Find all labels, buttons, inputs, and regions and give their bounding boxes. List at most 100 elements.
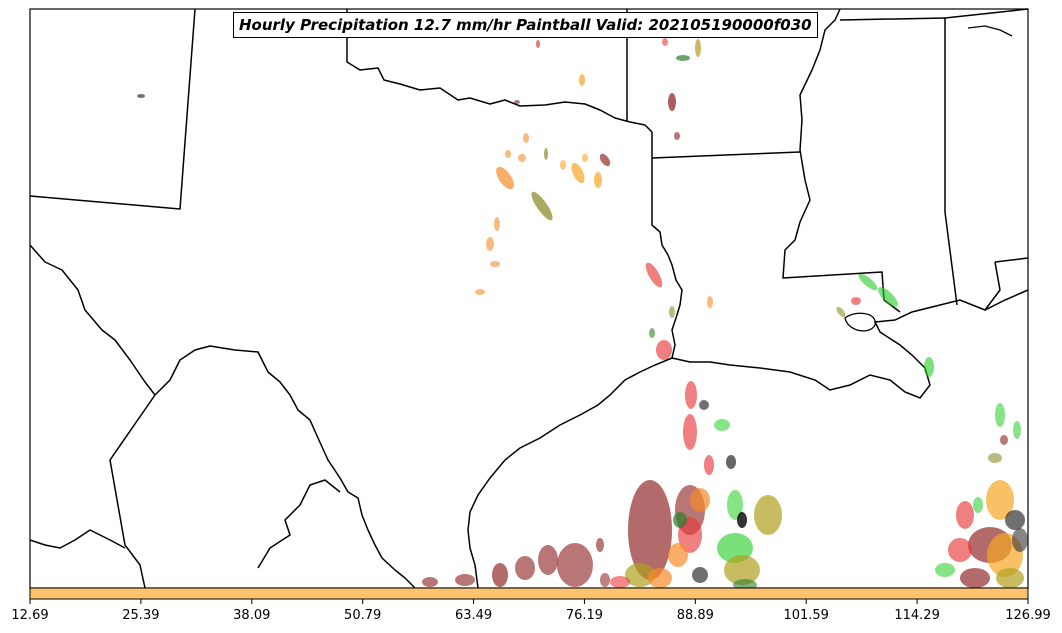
precip-cell (924, 357, 934, 377)
precip-cell (737, 512, 747, 528)
precip-cell (878, 287, 898, 307)
precip-cell (490, 261, 500, 267)
ar-la-border (651, 151, 801, 159)
colorbar-tick-label: 88.89 (676, 608, 714, 623)
precip-cell (1005, 510, 1025, 530)
precip-cell (685, 381, 697, 409)
colorbar (29, 587, 1029, 600)
precip-cell (692, 567, 708, 583)
precip-cell (699, 400, 709, 410)
precip-cell (557, 543, 593, 587)
precip-cell (538, 545, 558, 575)
precip-cell (676, 55, 690, 61)
precip-cell (422, 577, 438, 587)
precip-cell (690, 488, 710, 512)
precip-cell (668, 93, 676, 111)
precip-cell (648, 568, 672, 588)
precip-cell (579, 74, 585, 86)
mx-state-line-3 (257, 479, 341, 569)
precip-cell (727, 490, 743, 520)
precip-cell (496, 166, 514, 190)
colorbar-tick-label: 101.59 (783, 608, 829, 623)
precip-cell (960, 568, 990, 588)
colorbar-tick-label: 63.49 (454, 608, 493, 623)
precip-cell (995, 403, 1005, 427)
precip-cell (986, 480, 1014, 520)
fl-border (994, 257, 1029, 263)
precip-cell (988, 453, 1002, 463)
precip-cell (714, 419, 730, 431)
tn-al-border (944, 8, 1029, 19)
lake-pontchartrain (844, 312, 876, 332)
colorbar-tick-label: 38.09 (233, 608, 271, 623)
precip-cell (724, 555, 760, 585)
precip-cell (571, 162, 585, 184)
river-tn (967, 25, 1013, 37)
precip-cell (649, 328, 655, 338)
colorbar-tick-label: 25.39 (122, 608, 160, 623)
precip-cell (704, 455, 714, 475)
precip-cell (518, 154, 526, 162)
al-fl-border (984, 261, 1001, 311)
precip-cell (656, 340, 672, 360)
precip-cell (600, 573, 610, 587)
precip-cell (973, 497, 983, 513)
precip-cell (599, 153, 611, 167)
map-frame (29, 8, 1029, 589)
precip-cell (645, 262, 663, 288)
precip-cell (669, 306, 675, 318)
colorbar-tick-label: 50.79 (344, 608, 382, 623)
precip-cell (851, 297, 861, 305)
precipitation-blobs (137, 38, 1028, 591)
precip-cell (683, 414, 697, 450)
precip-cell (560, 160, 566, 170)
precip-cell (137, 94, 145, 98)
precip-cell (836, 307, 846, 317)
state-borders (29, 8, 1029, 589)
precip-cell (996, 568, 1024, 588)
sabine-border (651, 132, 683, 359)
precip-cell (707, 296, 713, 308)
precip-cell (610, 576, 630, 588)
precip-cell (594, 172, 602, 188)
precip-cell (673, 512, 687, 528)
precip-cell (515, 556, 535, 580)
nm-tx-border (29, 8, 196, 210)
precip-cell (494, 217, 500, 231)
precip-cell (695, 39, 701, 57)
precip-cell (455, 574, 475, 586)
red-river-border (346, 9, 653, 133)
precip-cell (596, 538, 604, 552)
precip-cell (582, 154, 588, 162)
precip-cell (544, 148, 548, 160)
map-title: Hourly Precipitation 12.7 mm/hr Paintbal… (233, 12, 818, 38)
precip-cell (505, 150, 511, 158)
mx-state-line-1 (109, 394, 156, 589)
precip-cell (486, 237, 494, 251)
precip-cell (514, 100, 520, 104)
precip-cell (531, 191, 553, 221)
tn-border (839, 17, 946, 21)
louisiana-coastline (671, 289, 1029, 399)
rio-grande-border (29, 244, 416, 589)
precip-cell (668, 543, 688, 567)
texas-coastline (467, 357, 673, 589)
colorbar-tick-label: 12.69 (11, 608, 49, 623)
colorbar-ticks (29, 599, 1029, 604)
precip-cell (858, 273, 878, 291)
ms-al-border (944, 18, 958, 306)
precip-cell (956, 501, 974, 529)
precip-cell (948, 538, 972, 562)
precip-cell (1000, 435, 1008, 445)
mx-state-line-2 (29, 529, 126, 549)
mississippi-border (782, 8, 901, 313)
colorbar-tick-label: 114.29 (894, 608, 940, 623)
precip-cell (492, 563, 508, 587)
precip-cell (935, 563, 955, 577)
precip-cell (674, 132, 680, 140)
precip-cell (475, 289, 485, 295)
precip-cell (628, 480, 672, 580)
colorbar-tick-label: 126.99 (1005, 608, 1051, 623)
precip-cell (1013, 421, 1021, 439)
